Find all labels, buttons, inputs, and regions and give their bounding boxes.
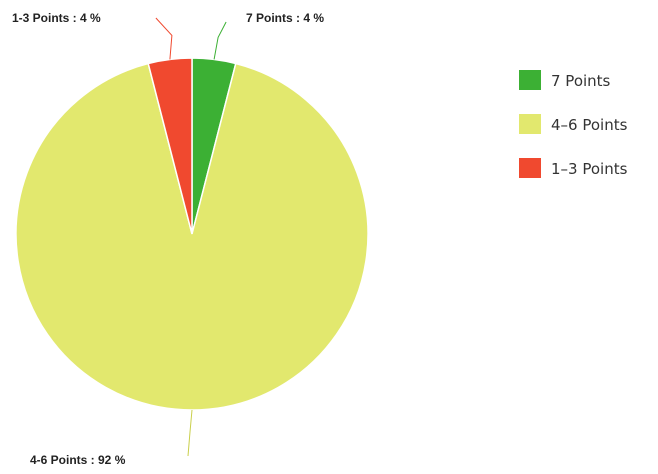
legend-label-7-points[interactable]: 7 Points bbox=[551, 72, 611, 90]
legend-swatch-4-6-points[interactable] bbox=[519, 114, 541, 134]
slice-labels: 7 Points : 4 % 4-6 Points : 92 % 1-3 Point… bbox=[12, 11, 324, 467]
leader-line-4-6-points bbox=[187, 409, 193, 457]
leader-line-1-3-points bbox=[155, 17, 173, 60]
slice-label-1-3-points: 1-3 Points : 4 % bbox=[12, 11, 101, 25]
leader-lines bbox=[155, 17, 227, 457]
legend-swatch-7-points[interactable] bbox=[519, 70, 541, 90]
leader-line-7-points bbox=[213, 21, 227, 60]
legend: 7 Points 4–6 Points 1–3 Points bbox=[519, 70, 628, 178]
slice-label-4-6-points: 4-6 Points : 92 % bbox=[30, 453, 126, 467]
pie-slice-1-3-points[interactable] bbox=[147, 57, 193, 235]
pie-slices bbox=[15, 57, 369, 411]
slice-label-7-points: 7 Points : 4 % bbox=[246, 11, 324, 25]
pie-slice-4-6-points[interactable] bbox=[15, 62, 369, 411]
legend-swatch-1-3-points[interactable] bbox=[519, 158, 541, 178]
legend-label-1-3-points[interactable]: 1–3 Points bbox=[551, 160, 628, 178]
legend-label-4-6-points[interactable]: 4–6 Points bbox=[551, 116, 628, 134]
